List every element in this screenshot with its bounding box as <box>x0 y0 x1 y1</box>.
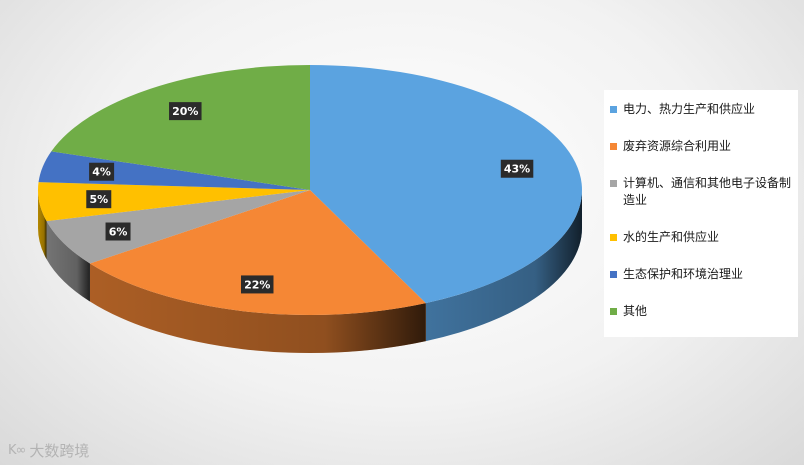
pie-side-shade-2 <box>89 263 426 353</box>
legend-label-6: 其他 <box>623 304 648 318</box>
data-label-text-4: 5% <box>89 193 108 206</box>
data-label-bg-1 <box>500 159 534 178</box>
legend-label-1: 电力、热力生产和供应业 <box>623 102 756 116</box>
legend-item-1: 电力、热力生产和供应业 <box>604 94 798 131</box>
legend-item-4: 水的生产和供应业 <box>604 222 798 259</box>
data-label-2: 22% <box>240 275 274 294</box>
legend-swatch-6 <box>610 308 617 315</box>
legend-label-5: 生态保护和环境治理业 <box>623 267 744 281</box>
legend-item-5: 生态保护和环境治理业 <box>604 259 798 296</box>
legend-swatch-3 <box>610 180 617 187</box>
data-label-bg-6 <box>169 102 202 121</box>
data-label-text-6: 20% <box>172 105 198 118</box>
pie-slice-2 <box>89 190 426 316</box>
data-label-bg-4 <box>86 190 112 209</box>
pie-chart: 43% 22% 6% 5% 4% 20% <box>37 65 583 353</box>
data-label-5: 4% <box>89 162 115 181</box>
legend-item-3: 计算机、通信和其他电子设备制造业 <box>604 168 798 222</box>
pie-slice-3 <box>46 190 310 264</box>
data-label-text-1: 43% <box>504 163 530 176</box>
legend-swatch-4 <box>610 234 617 241</box>
legend-label-3: 计算机、通信和其他电子设备制造业 <box>623 176 792 207</box>
legend-label-4: 水的生产和供应业 <box>623 230 720 244</box>
legend-item-6: 其他 <box>604 296 798 333</box>
pie-side-shade-3 <box>46 221 90 302</box>
legend-item-2: 废弃资源综合利用业 <box>604 131 798 168</box>
data-label-3: 6% <box>105 222 131 241</box>
pie-side-shade-1 <box>425 190 582 342</box>
legend: 电力、热力生产和供应业 废弃资源综合利用业计算机、通信和其他电子设备制造业水的生产… <box>604 90 798 337</box>
data-label-bg-3 <box>105 222 131 241</box>
legend-swatch-2 <box>610 143 617 150</box>
pie-slice-6 <box>51 65 311 190</box>
pie-slice-1 <box>310 65 583 304</box>
legend-swatch-5 <box>610 271 617 278</box>
data-label-bg-2 <box>240 275 274 294</box>
legend-label-2: 废弃资源综合利用业 <box>623 139 732 153</box>
data-label-text-3: 6% <box>109 226 128 239</box>
pie-side-shade-4 <box>38 190 47 260</box>
data-label-6: 20% <box>169 102 202 121</box>
data-label-text-2: 22% <box>244 278 270 291</box>
watermark: K∞ 大数跨境 <box>8 440 89 461</box>
data-label-bg-5 <box>89 162 115 181</box>
ko-logo-icon: K∞ <box>8 443 26 458</box>
legend-swatch-1 <box>610 106 617 113</box>
data-label-4: 5% <box>86 190 112 209</box>
watermark-text: 大数跨境 <box>29 442 90 460</box>
data-label-1: 43% <box>500 159 534 178</box>
data-label-text-5: 4% <box>92 166 111 179</box>
